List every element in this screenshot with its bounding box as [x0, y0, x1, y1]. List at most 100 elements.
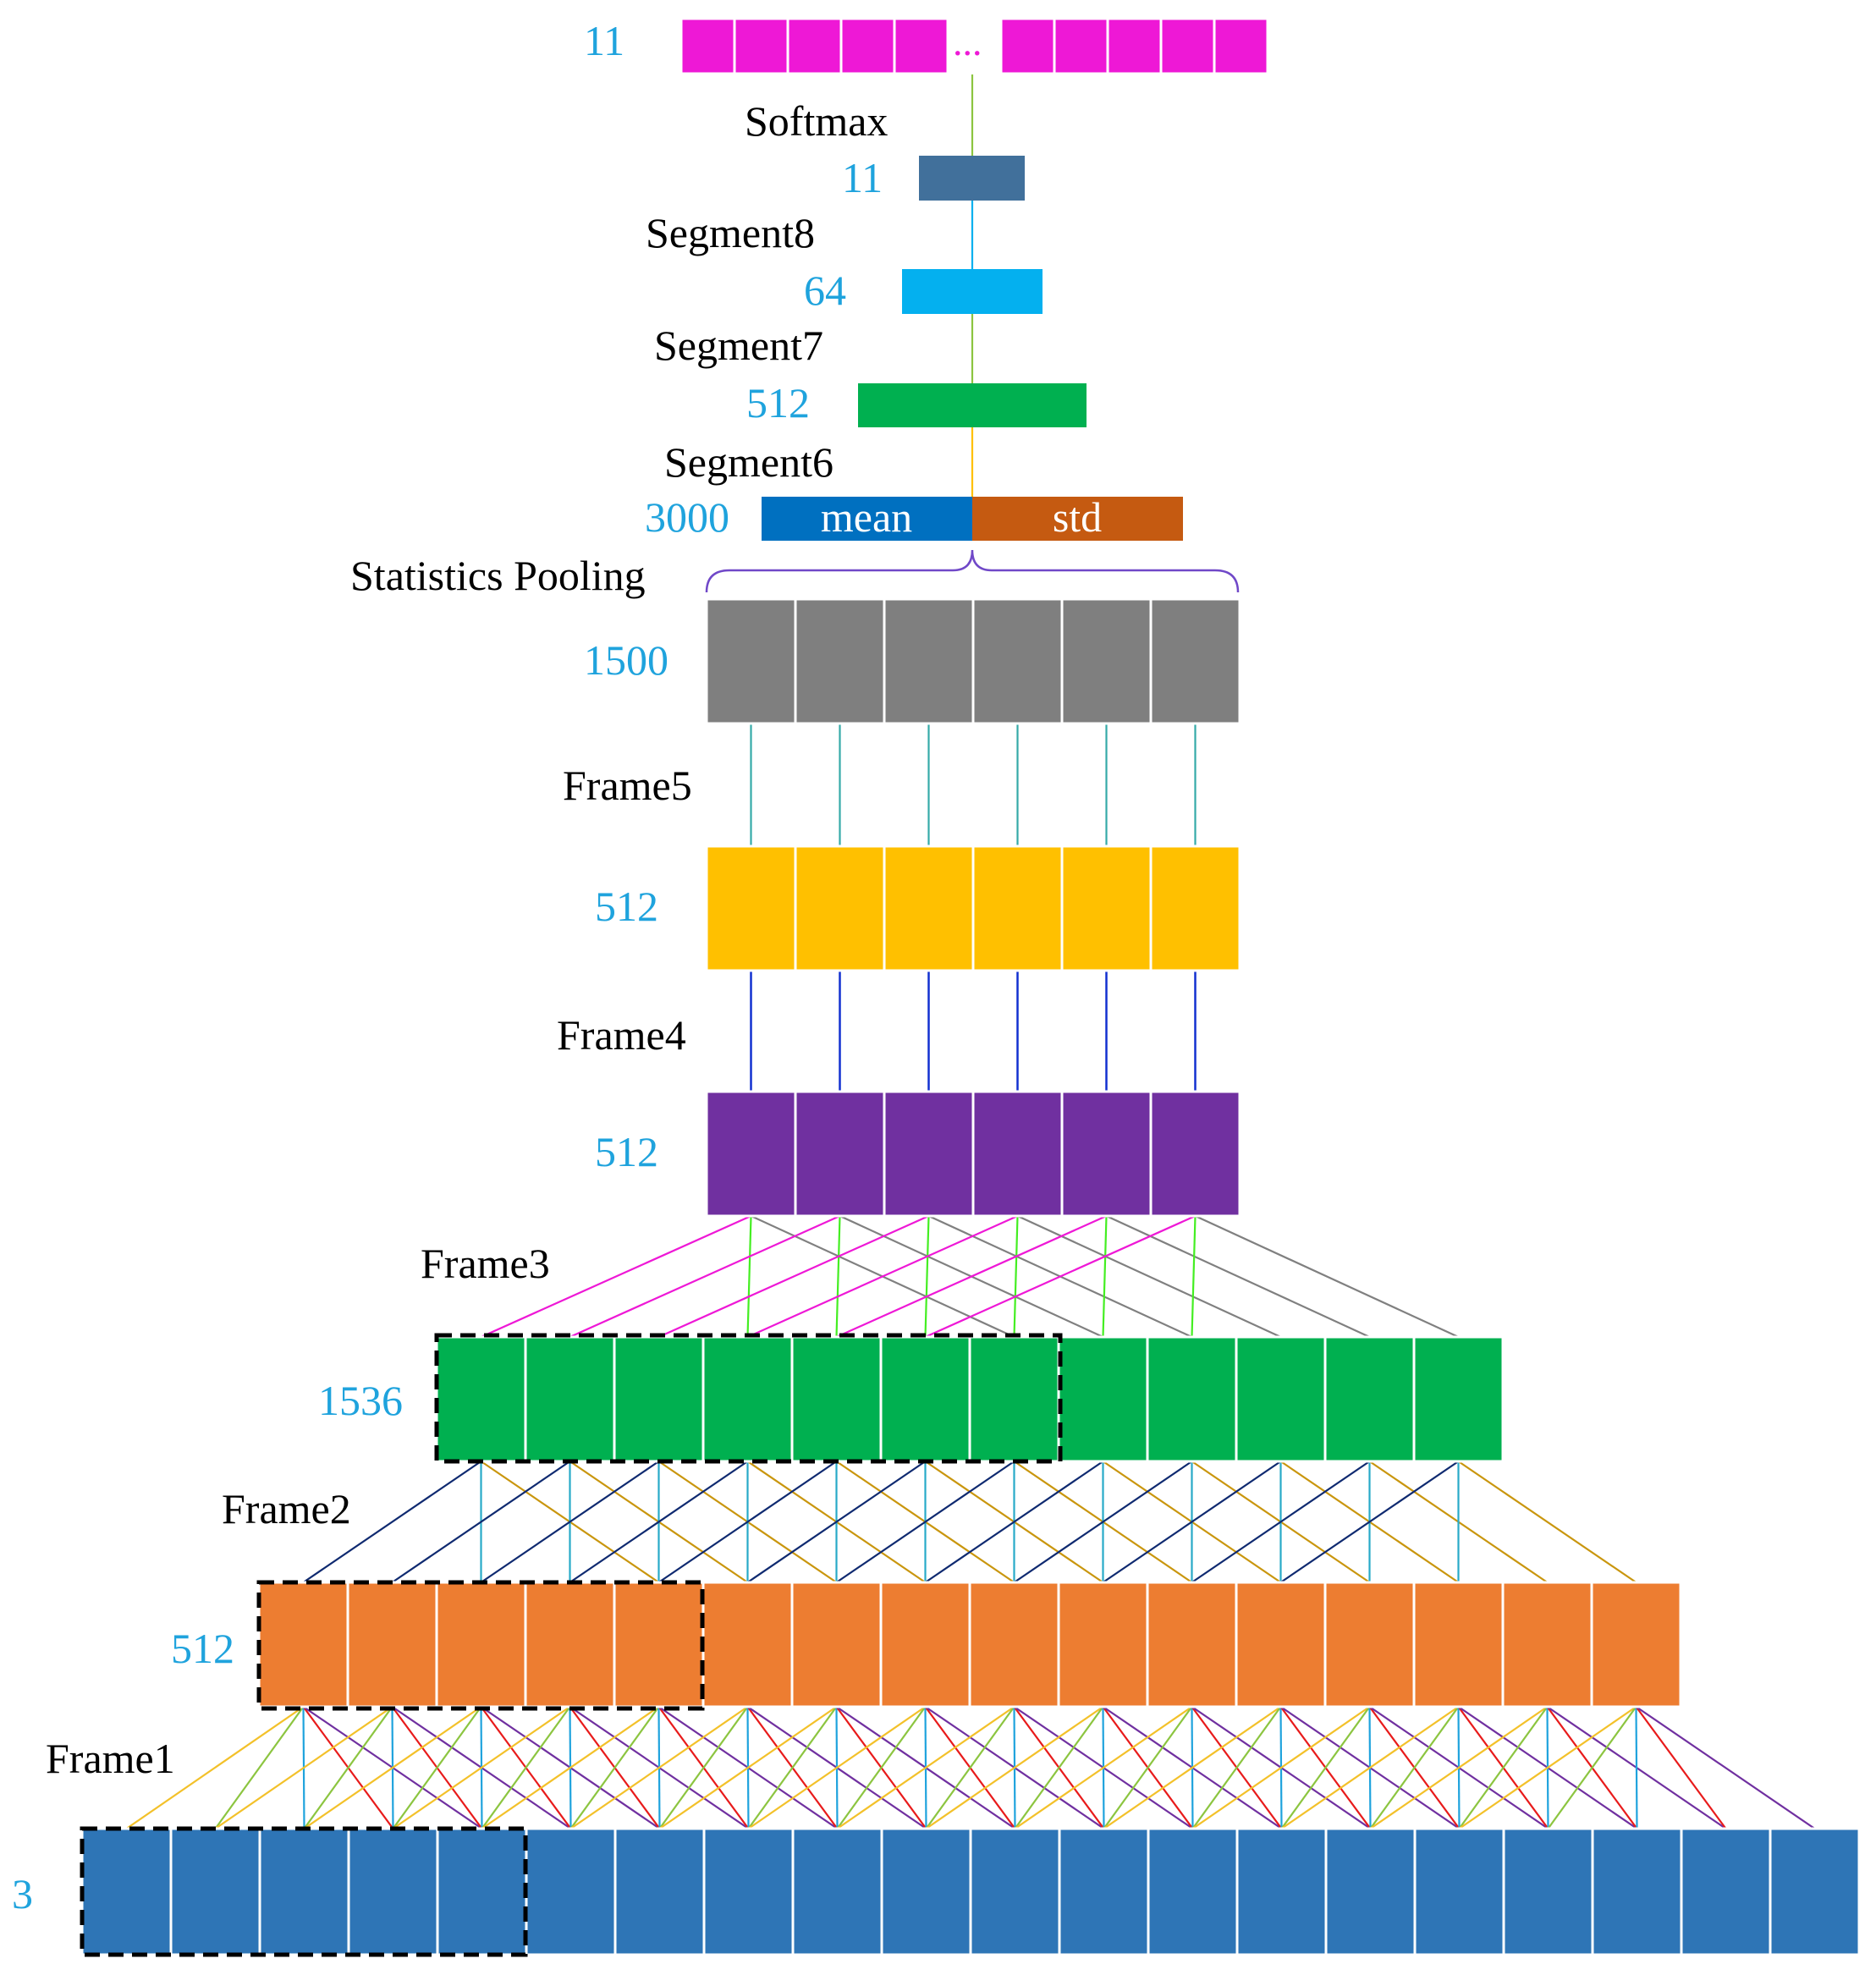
frame2-context-line — [924, 1461, 1104, 1583]
frame2-context-line — [1102, 1461, 1282, 1583]
frame3-context-line — [658, 1214, 929, 1339]
frame3-context-line — [747, 1214, 1018, 1339]
segment6-dim: 3000 — [645, 493, 729, 541]
input-cell — [969, 1827, 1061, 1956]
frame1-cell — [968, 1581, 1060, 1708]
frame1-context-line — [125, 1706, 305, 1829]
frame1-context-line — [1458, 1706, 1637, 1829]
output-dim: 11 — [584, 17, 624, 64]
segment7-label: Segment7 — [654, 322, 823, 369]
frame3-cell — [794, 1090, 886, 1218]
input-cell — [1502, 1827, 1594, 1956]
frame3-context-line — [1195, 1215, 1459, 1338]
std-label: std — [1053, 493, 1102, 541]
output-cell — [1213, 17, 1269, 75]
frame5-cell — [1149, 597, 1241, 725]
frame1-context-line — [1280, 1706, 1460, 1829]
frame1-context-line — [214, 1706, 393, 1829]
frame1-context-line — [747, 1706, 927, 1829]
frame2-context-window — [256, 1580, 705, 1711]
input-cell — [702, 1827, 795, 1956]
frame1-context-line — [1103, 1706, 1282, 1829]
input-cell — [80, 1827, 173, 1956]
frame1-cell — [613, 1581, 705, 1708]
frame1-context-line — [658, 1706, 749, 1829]
input-cell — [436, 1827, 528, 1956]
output-cell — [999, 17, 1056, 75]
output-ellipsis: ... — [953, 20, 982, 63]
output-cell — [1053, 17, 1109, 75]
input-cell — [347, 1827, 439, 1956]
frame1-context-line — [481, 1706, 571, 1829]
frame2-label: Frame2 — [222, 1485, 351, 1532]
frame1-context-line — [1191, 1706, 1371, 1829]
input-cell — [1324, 1827, 1417, 1956]
frame1-context-line — [569, 1706, 749, 1829]
segment7-bar — [858, 383, 1087, 427]
frame3-context-line — [1102, 1215, 1108, 1338]
frame5-cell — [883, 597, 975, 725]
frame3-context-line — [925, 1214, 1196, 1339]
frame1-cell — [1501, 1581, 1593, 1708]
frame5-dim: 512 — [595, 883, 658, 930]
frame4-cell — [883, 844, 975, 972]
connection-lines — [125, 74, 1816, 1829]
frame1-context-line — [836, 1706, 1015, 1829]
frame1-context-line — [1458, 1706, 1549, 1829]
frame3-context-line — [569, 1214, 840, 1339]
input-cell — [1769, 1827, 1861, 1956]
frame2-context-line — [302, 1461, 482, 1583]
frame3-cell — [971, 1090, 1064, 1218]
frame2-cell — [790, 1335, 883, 1463]
frame1-cell — [879, 1581, 971, 1708]
frame1-context-line — [303, 1706, 393, 1829]
frame1-cell — [1412, 1581, 1505, 1708]
frame1-context-line — [392, 1706, 482, 1829]
frame3-context-line — [1106, 1215, 1370, 1338]
frame1-context-line — [1103, 1706, 1193, 1829]
frame2-context-line — [1013, 1461, 1193, 1583]
frame1-context-line — [1369, 1706, 1460, 1829]
frame2-context-line — [746, 1461, 927, 1583]
frame1-context-line — [481, 1706, 660, 1829]
softmax-label: Softmax — [745, 97, 888, 145]
segment8-dim: 64 — [804, 267, 846, 314]
frame1-cell — [1235, 1581, 1327, 1708]
frame1-context-line — [836, 1706, 927, 1829]
input-cell — [791, 1827, 883, 1956]
frame4-label: Frame4 — [557, 1011, 686, 1059]
input-cell — [1413, 1827, 1505, 1956]
frame4-cell — [794, 844, 886, 972]
input-dim: 3 — [12, 1870, 33, 1917]
frame1-context-line — [214, 1706, 305, 1829]
input-cell — [525, 1827, 617, 1956]
input-cell — [258, 1827, 350, 1956]
frame2-context-line — [1191, 1461, 1371, 1583]
frame2-cell — [1323, 1335, 1416, 1463]
frame4-cell — [1149, 844, 1241, 972]
frame4-cell — [1060, 844, 1153, 972]
output-cell — [679, 17, 736, 75]
output-cell — [733, 17, 789, 75]
frame3-context-window — [434, 1333, 1063, 1464]
frame2-cell — [1412, 1335, 1505, 1463]
frame1-context-line — [925, 1706, 1015, 1829]
stats-pooling-dim: 1500 — [584, 636, 668, 684]
frame1-cell — [1146, 1581, 1238, 1708]
frame2-cell — [1146, 1335, 1238, 1463]
segment7-dim: 512 — [746, 379, 810, 426]
frame1-cell — [790, 1581, 883, 1708]
output-cell — [786, 17, 843, 75]
frame1-context-line — [1191, 1706, 1282, 1829]
frame1-cell — [1323, 1581, 1416, 1708]
input-cell — [1591, 1827, 1683, 1956]
input-cell — [880, 1827, 972, 1956]
frame2-context-line — [1279, 1461, 1460, 1583]
frame2-context-line — [480, 1461, 660, 1583]
frame4-cell — [971, 844, 1064, 972]
frame3-context-line — [1191, 1215, 1197, 1338]
frame1-cell — [346, 1581, 438, 1708]
frame2-cell — [968, 1335, 1060, 1463]
frame3-context-line — [924, 1215, 930, 1338]
